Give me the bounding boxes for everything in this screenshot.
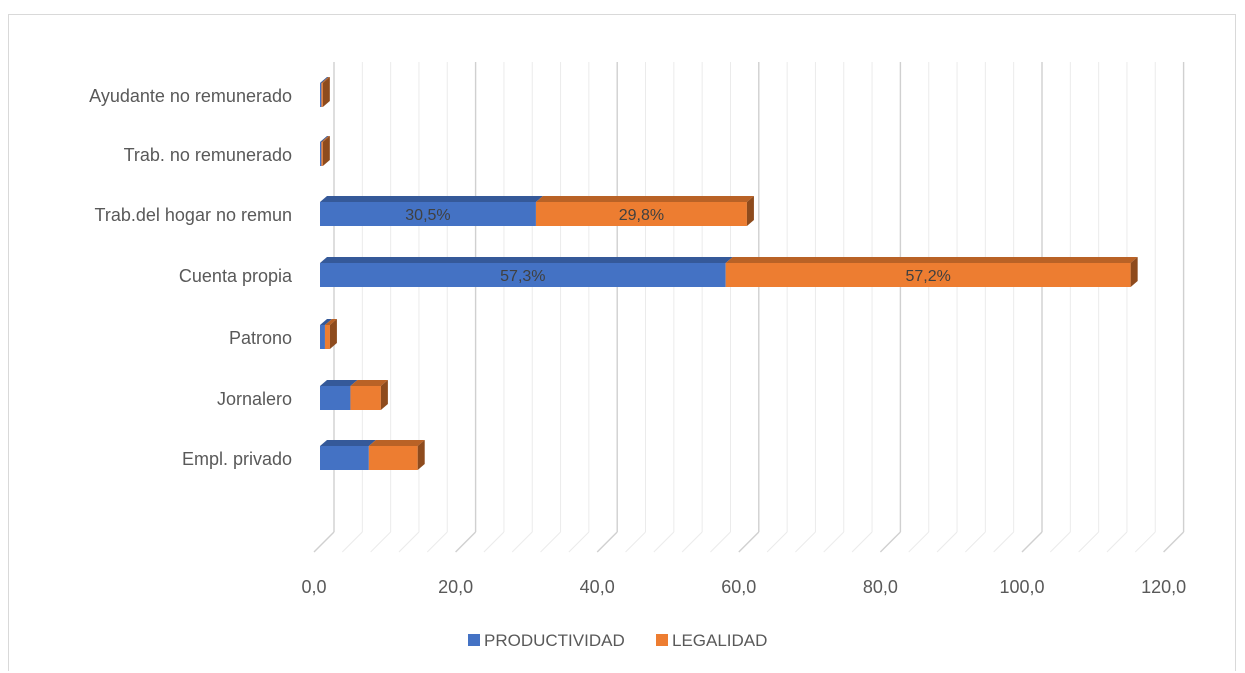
floor-gridline [398,531,420,553]
floor-gridline [710,531,731,553]
bar-productividad-6 [320,136,329,166]
bar-productividad-1 [320,440,376,470]
floor-gridline [908,531,930,553]
floor-gridline [426,531,448,553]
floor-gridline [965,531,986,553]
floor-gridline [455,531,477,553]
bar-legalidad-7 [321,77,330,107]
category-label: Patrono [229,328,292,348]
floor-gridline [795,531,816,553]
x-tick-label: 0,0 [301,577,326,597]
floor-gridline [993,531,1015,553]
data-label-productividad-4: 57,3% [500,268,545,285]
category-label: Trab. no remunerado [124,145,292,165]
floor-gridline [341,531,363,553]
bar-legalidad-4 [725,257,1138,287]
category-label: Cuenta propia [179,266,293,286]
legend-swatch-productividad [468,634,480,646]
floor-gridline [653,531,675,553]
x-tick-label: 100,0 [999,577,1044,597]
floor-gridline [738,531,760,553]
floor-gridline [313,531,335,553]
legend-swatch-legalidad [656,634,668,646]
bar-legalidad-5 [535,196,754,226]
bar-productividad-3 [320,319,332,349]
data-label-legalidad-5: 29,8% [619,207,664,224]
bar-productividad-5 [320,196,543,226]
bar-legalidad-2 [350,380,388,410]
floor-gridline [879,531,901,553]
floor-gridline [483,531,505,553]
floor-gridline [1163,531,1185,553]
category-label: Ayudante no remunerado [89,86,292,106]
legend: PRODUCTIVIDAD LEGALIDAD [468,631,767,650]
floor-gridline [1021,531,1043,553]
data-label-productividad-5: 30,5% [405,207,450,224]
floor-gridline [1134,531,1156,553]
bar-legalidad-1 [368,440,425,470]
legend-label-legalidad: LEGALIDAD [672,631,767,650]
floor-gridline [936,531,958,553]
floor-gridline [625,531,646,553]
category-label: Trab.del hogar no remun [95,205,292,225]
x-tick-label: 40,0 [580,577,615,597]
floor-gridline [540,531,561,553]
bar-productividad-4 [320,257,733,287]
x-tick-label: 120,0 [1141,577,1186,597]
x-tick-label: 80,0 [863,577,898,597]
category-label: Empl. privado [182,449,292,469]
data-label-legalidad-4: 57,2% [905,268,950,285]
floor-gridline [1078,531,1099,553]
floor-gridline [568,531,590,553]
bar-productividad-2 [320,380,358,410]
category-label: Jornalero [217,389,292,409]
floor-gridline [851,531,873,553]
legend-label-productividad: PRODUCTIVIDAD [484,631,625,650]
bar-legalidad-3 [324,319,337,349]
category-labels: Empl. privado Jornalero Patrono Cuenta prop… [89,86,293,469]
floor-gridline [681,531,703,553]
floor-gridline [596,531,618,553]
bars [320,77,1138,470]
floor-gridline [823,531,845,553]
bar-productividad-7 [320,77,329,107]
floor-gridline [511,531,533,553]
floor-gridline [370,531,391,553]
chart-frame [8,14,1236,671]
floor-gridline [1049,531,1071,553]
data-labels: 57,3% 57,2% 30,5% 29,8% [405,207,951,285]
x-tick-label: 60,0 [721,577,756,597]
gridlines [313,62,1185,553]
floor-gridline [1106,531,1128,553]
x-tick-label: 20,0 [438,577,473,597]
bar-legalidad-6 [321,136,330,166]
floor-gridline [766,531,788,553]
x-tick-labels: 0,0 20,0 40,0 60,0 80,0 100,0 120,0 [301,577,1186,597]
